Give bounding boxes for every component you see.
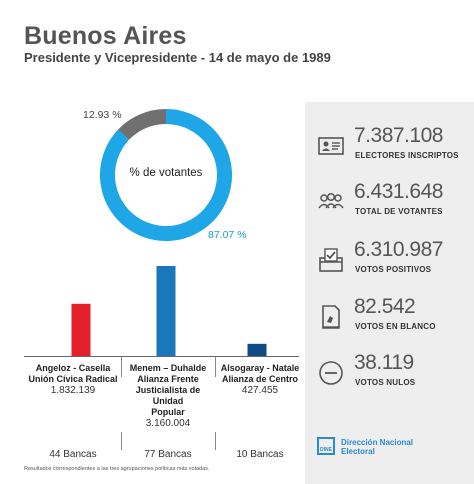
page-subtitle: Presidente y Vicepresidente - 14 de mayo…	[24, 50, 331, 65]
stat-positivos: 6.310.987 VOTOS POSITIVOS	[305, 238, 474, 284]
stat-label: ELECTORES INSCRIPTOS	[355, 151, 459, 160]
stat-blanco: 82.542 VOTOS EN BLANCO	[305, 295, 474, 341]
bar-axis	[24, 356, 299, 357]
candidate-name: Angeloz - Casella	[35, 363, 111, 373]
stat-votantes: 6.431.648 TOTAL DE VOTANTES	[305, 180, 474, 226]
stat-electores: 7.387.108 ELECTORES INSCRIPTOS	[305, 124, 474, 170]
donut-slice-label-gray: 12.93 %	[83, 109, 122, 121]
dine-logo-line2: Electoral	[341, 447, 375, 456]
bar-1	[156, 266, 176, 356]
stat-label: VOTOS EN BLANCO	[355, 322, 436, 331]
candidate-label-angeloz: Angeloz - Casella Unión Cívica Radical 1…	[25, 363, 121, 396]
donut-slice-no-votantes	[118, 109, 166, 140]
candidate-name: Alsogaray - Natale	[220, 363, 300, 373]
stat-value: 6.310.987	[354, 238, 443, 261]
candidate-party: Alianza Frente	[137, 374, 199, 384]
bar-0	[71, 303, 91, 356]
blank-ballot-icon	[322, 305, 340, 329]
column-separator	[215, 432, 216, 450]
stat-value: 6.431.648	[354, 180, 443, 203]
candidate-votes: 1.832.139	[50, 385, 96, 396]
column-separator	[121, 357, 122, 377]
donut-slice-label-blue: 87.07 %	[208, 229, 247, 241]
stats-panel: 7.387.108 ELECTORES INSCRIPTOS 6.431.648…	[305, 102, 474, 484]
id-card-icon	[318, 137, 344, 155]
column-separator	[121, 432, 122, 450]
stat-value: 7.387.108	[354, 124, 443, 147]
seats-angeloz: 44 Bancas	[49, 449, 97, 460]
column-separator	[215, 357, 216, 377]
stat-nulos: 38.119 VOTOS NULOS	[305, 351, 474, 397]
stat-label: TOTAL DE VOTANTES	[355, 207, 443, 216]
stat-value: 38.119	[354, 351, 414, 374]
stat-value: 82.542	[354, 295, 416, 318]
page-title: Buenos Aires	[24, 22, 187, 50]
seats-menem: 77 Bancas	[144, 449, 192, 460]
ballot-box-icon	[319, 248, 343, 272]
candidate-party: Popular	[151, 407, 185, 417]
null-vote-icon	[319, 361, 343, 385]
stat-label: VOTOS NULOS	[355, 378, 416, 387]
dine-logo-line1: Dirección Nacional	[341, 438, 414, 447]
candidate-party: Alianza de Centro	[221, 374, 298, 384]
donut-center-label: % de votantes	[129, 167, 203, 179]
candidate-party: Unión Cívica Radical	[28, 374, 118, 384]
seats-alsogaray: 10 Bancas	[236, 449, 284, 460]
stat-label: VOTOS POSITIVOS	[355, 265, 432, 274]
dine-logo-box: DINE	[317, 437, 335, 455]
bar-2	[247, 343, 267, 356]
candidate-label-menem: Menem – Duhalde Alianza Frente Justicial…	[120, 363, 216, 429]
candidate-label-alsogaray: Alsogaray - Natale Alianza de Centro 427…	[212, 363, 308, 396]
candidate-name: Menem – Duhalde	[129, 363, 207, 373]
candidate-votes: 427.455	[241, 385, 279, 396]
people-icon	[318, 192, 344, 209]
candidate-votes: 3.160.004	[145, 418, 191, 429]
dine-logo-text: Dirección Nacional Electoral	[341, 438, 451, 456]
footnote: Resultados correspondientes a las tres a…	[24, 466, 210, 472]
candidate-party: Justicialista de Unidad	[135, 385, 201, 406]
